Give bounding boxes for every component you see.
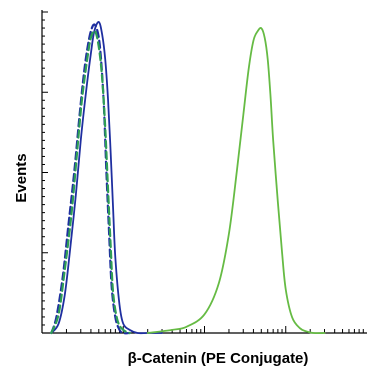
histogram-series-1 [50, 21, 163, 335]
x-axis-ticks [41, 326, 364, 333]
x-axis-label: β-Catenin (PE Conjugate) [128, 350, 309, 367]
histogram-series-4 [146, 27, 326, 335]
y-axis-ticks [42, 11, 48, 334]
series-layer [50, 21, 326, 335]
y-axis-label: Events [13, 153, 30, 202]
histogram-series-3 [50, 29, 131, 335]
histogram-series-2 [50, 23, 131, 335]
